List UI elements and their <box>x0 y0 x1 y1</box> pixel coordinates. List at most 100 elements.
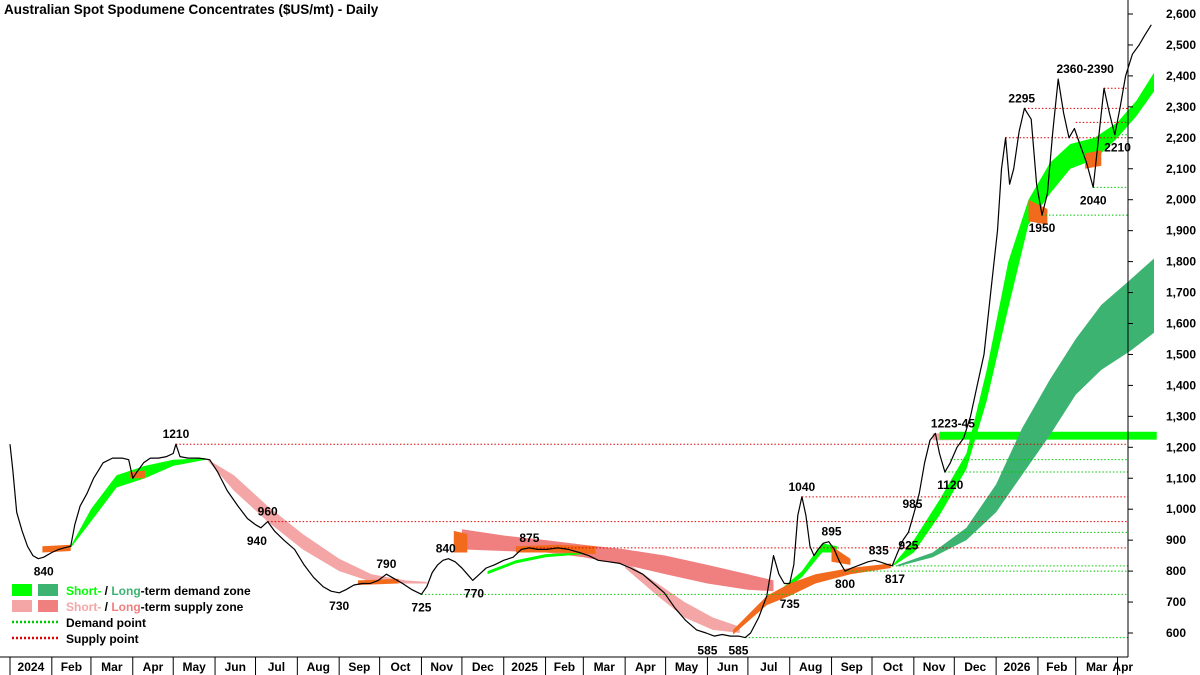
zone-long-term-demand-9 <box>897 258 1154 567</box>
x-tick-label-20: Sep <box>841 660 863 674</box>
y-tick-label-12: 1,800 <box>1166 255 1196 269</box>
y-tick-label-0: 600 <box>1166 626 1186 640</box>
zone-overlap-16 <box>831 546 851 565</box>
legend-swatch-1-0 <box>12 600 32 612</box>
x-tick-label-2: Mar <box>101 660 123 674</box>
annotation-label-8: 770 <box>464 586 484 600</box>
annotation-label-24: 2360-2390 <box>1056 62 1114 76</box>
annotation-label-23: 1950 <box>1029 221 1056 235</box>
y-tick-label-1: 700 <box>1166 595 1186 609</box>
price-line-layer <box>9 24 1152 639</box>
annotation-label-12: 735 <box>780 597 800 611</box>
x-tick-label-8: Sep <box>348 660 370 674</box>
legend-label-part-1-3: -term supply zone <box>141 600 244 614</box>
x-tick-label-6: Jul <box>268 660 285 674</box>
legend-label-part-0-2: Long <box>111 584 140 598</box>
legend-label-part-0-1: / <box>101 584 111 598</box>
y-tick-label-13: 1,900 <box>1166 224 1196 238</box>
legend-label-part-2-0: Demand point <box>66 616 146 630</box>
annotation-label-13: 1040 <box>789 480 816 494</box>
x-tick-label-21: Oct <box>883 660 903 674</box>
annotation-label-1: 1210 <box>163 427 190 441</box>
legend-label-part-1-1: / <box>101 600 111 614</box>
price-line-0 <box>9 24 1152 639</box>
zone-short-term-supply-1 <box>625 561 740 633</box>
annotation-label-4: 730 <box>329 599 349 613</box>
x-tick-label-23: Dec <box>964 660 986 674</box>
annotation-label-15: 835 <box>869 543 889 557</box>
y-tick-label-9: 1,500 <box>1166 347 1196 361</box>
y-tick-label-2: 800 <box>1166 564 1186 578</box>
support-resistance-lines <box>175 87 1128 639</box>
annotation-label-5: 790 <box>376 557 396 571</box>
annotation-label-14: 895 <box>822 525 842 539</box>
x-tick-label-27: Apr <box>1112 660 1133 674</box>
zone-short-term-demand-6 <box>780 543 837 593</box>
legend-label-3: Supply point <box>66 632 139 646</box>
zone-overlap-13 <box>453 530 468 553</box>
x-tick-label-16: May <box>675 660 699 674</box>
annotation-label-20: 1223-45 <box>931 416 975 430</box>
x-tick-label-10: Nov <box>430 660 453 674</box>
legend-label-2: Demand point <box>66 616 146 630</box>
zone-overlap-15 <box>733 563 891 635</box>
legend-label-part-0-3: -term demand zone <box>141 584 251 598</box>
annotation-label-2: 960 <box>258 505 278 519</box>
x-tick-label-3: Apr <box>143 660 164 674</box>
y-tick-label-18: 2,400 <box>1166 69 1196 83</box>
y-tick-label-14: 2,000 <box>1166 193 1196 207</box>
y-tick-label-11: 1,700 <box>1166 286 1196 300</box>
annotation-label-10: 585 <box>697 644 717 658</box>
annotation-label-25: 2040 <box>1080 193 1107 207</box>
x-tick-label-14: Mar <box>594 660 616 674</box>
legend-swatch-0-0 <box>12 584 32 596</box>
y-tick-label-8: 1,400 <box>1166 378 1196 392</box>
y-tick-label-16: 2,200 <box>1166 131 1196 145</box>
y-tick-label-5: 1,100 <box>1166 471 1196 485</box>
y-tick-label-7: 1,300 <box>1166 409 1196 423</box>
x-tick-label-26: Mar <box>1086 660 1108 674</box>
annotation-label-21: 1120 <box>937 478 963 492</box>
y-tick-label-4: 1,000 <box>1166 502 1196 516</box>
annotation-label-26: 2210 <box>1104 141 1131 155</box>
legend-swatch-1-1 <box>38 600 58 612</box>
chart-title: Australian Spot Spodumene Concentrates (… <box>4 2 379 17</box>
x-tick-label-9: Oct <box>391 660 411 674</box>
x-tick-label-19: Aug <box>799 660 822 674</box>
annotation-label-16: 800 <box>835 577 855 591</box>
annotation-label-11: 585 <box>728 644 748 658</box>
annotation-label-19: 925 <box>898 538 918 552</box>
x-tick-label-4: May <box>182 660 206 674</box>
legend-label-1: Short- / Long-term supply zone <box>66 600 244 614</box>
x-tick-label-17: Jun <box>717 660 738 674</box>
annotation-label-17: 817 <box>885 572 905 586</box>
y-tick-label-6: 1,200 <box>1166 440 1196 454</box>
x-tick-label-15: Apr <box>635 660 656 674</box>
y-tick-label-20: 2,600 <box>1166 7 1196 21</box>
annotation-label-0: 840 <box>34 565 54 579</box>
y-tick-label-15: 2,100 <box>1166 162 1196 176</box>
legend-swatch-0-1 <box>38 584 58 596</box>
legend-label-0: Short- / Long-term demand zone <box>66 584 251 598</box>
y-tick-label-17: 2,300 <box>1166 100 1196 114</box>
zone-overlap-10 <box>42 544 71 553</box>
x-tick-label-11: Dec <box>472 660 494 674</box>
y-tick-label-3: 900 <box>1166 533 1186 547</box>
annotation-label-22: 2295 <box>1008 91 1035 105</box>
x-tick-label-25: Feb <box>1046 660 1067 674</box>
zone-long-term-supply-3 <box>461 529 774 592</box>
x-tick-label-7: Aug <box>307 660 330 674</box>
x-tick-label-22: Nov <box>923 660 946 674</box>
legend-label-part-1-2: Long <box>111 600 140 614</box>
legend-label-part-3-0: Supply point <box>66 632 139 646</box>
price-annotations: 840 1210 960 940 730 790 725 840 770 875 585 585 735… <box>34 62 1131 658</box>
x-tick-label-18: Jul <box>760 660 777 674</box>
x-tick-label-12: 2025 <box>511 660 538 674</box>
x-tick-label-24: 2026 <box>1004 660 1031 674</box>
annotation-label-3: 940 <box>247 534 267 548</box>
legend-label-part-1-0: Short- <box>66 600 101 614</box>
